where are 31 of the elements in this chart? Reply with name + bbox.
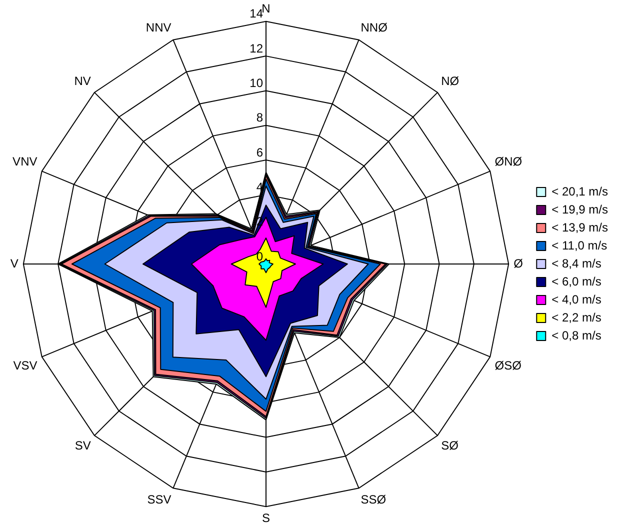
legend-label: < 13,9 m/s — [552, 220, 608, 234]
spoke-label: ØSØ — [494, 358, 522, 372]
legend-label: < 11,0 m/s — [552, 238, 608, 252]
spoke-label: SSV — [147, 492, 172, 506]
y-tick-label: 10 — [250, 76, 264, 90]
legend-label: < 20,1 m/s — [552, 184, 608, 198]
spoke-label: NNV — [146, 20, 172, 34]
legend-label: < 4,0 m/s — [552, 292, 602, 306]
spoke-label: NV — [74, 74, 91, 88]
y-tick-label: 0 — [256, 249, 264, 264]
spoke-label: Ø — [514, 256, 523, 270]
legend-label: < 8,4 m/s — [552, 256, 602, 270]
spoke-label: SV — [74, 438, 91, 453]
legend-label: < 0,8 m/s — [552, 328, 602, 342]
spoke-label: ØNØ — [494, 154, 522, 168]
y-tick-label: 12 — [250, 41, 264, 56]
y-tick-label: 8 — [256, 110, 264, 125]
spoke-label: VSV — [13, 358, 38, 372]
spoke-label: NØ — [441, 74, 460, 88]
spoke-label: SSØ — [360, 492, 386, 506]
spoke-label: VNV — [12, 154, 38, 168]
spoke-label: NNØ — [360, 20, 388, 34]
legend-label: < 6,0 m/s — [552, 274, 602, 288]
legend-label: < 2,2 m/s — [552, 310, 602, 324]
legend-label: < 19,9 m/s — [552, 202, 608, 216]
y-tick-label: 6 — [256, 145, 264, 160]
y-tick-label: 14 — [250, 6, 264, 21]
spoke-label: V — [10, 256, 18, 270]
spoke-label: N — [262, 2, 270, 16]
spoke-label: S — [262, 511, 270, 526]
spoke-label: SØ — [441, 438, 458, 453]
